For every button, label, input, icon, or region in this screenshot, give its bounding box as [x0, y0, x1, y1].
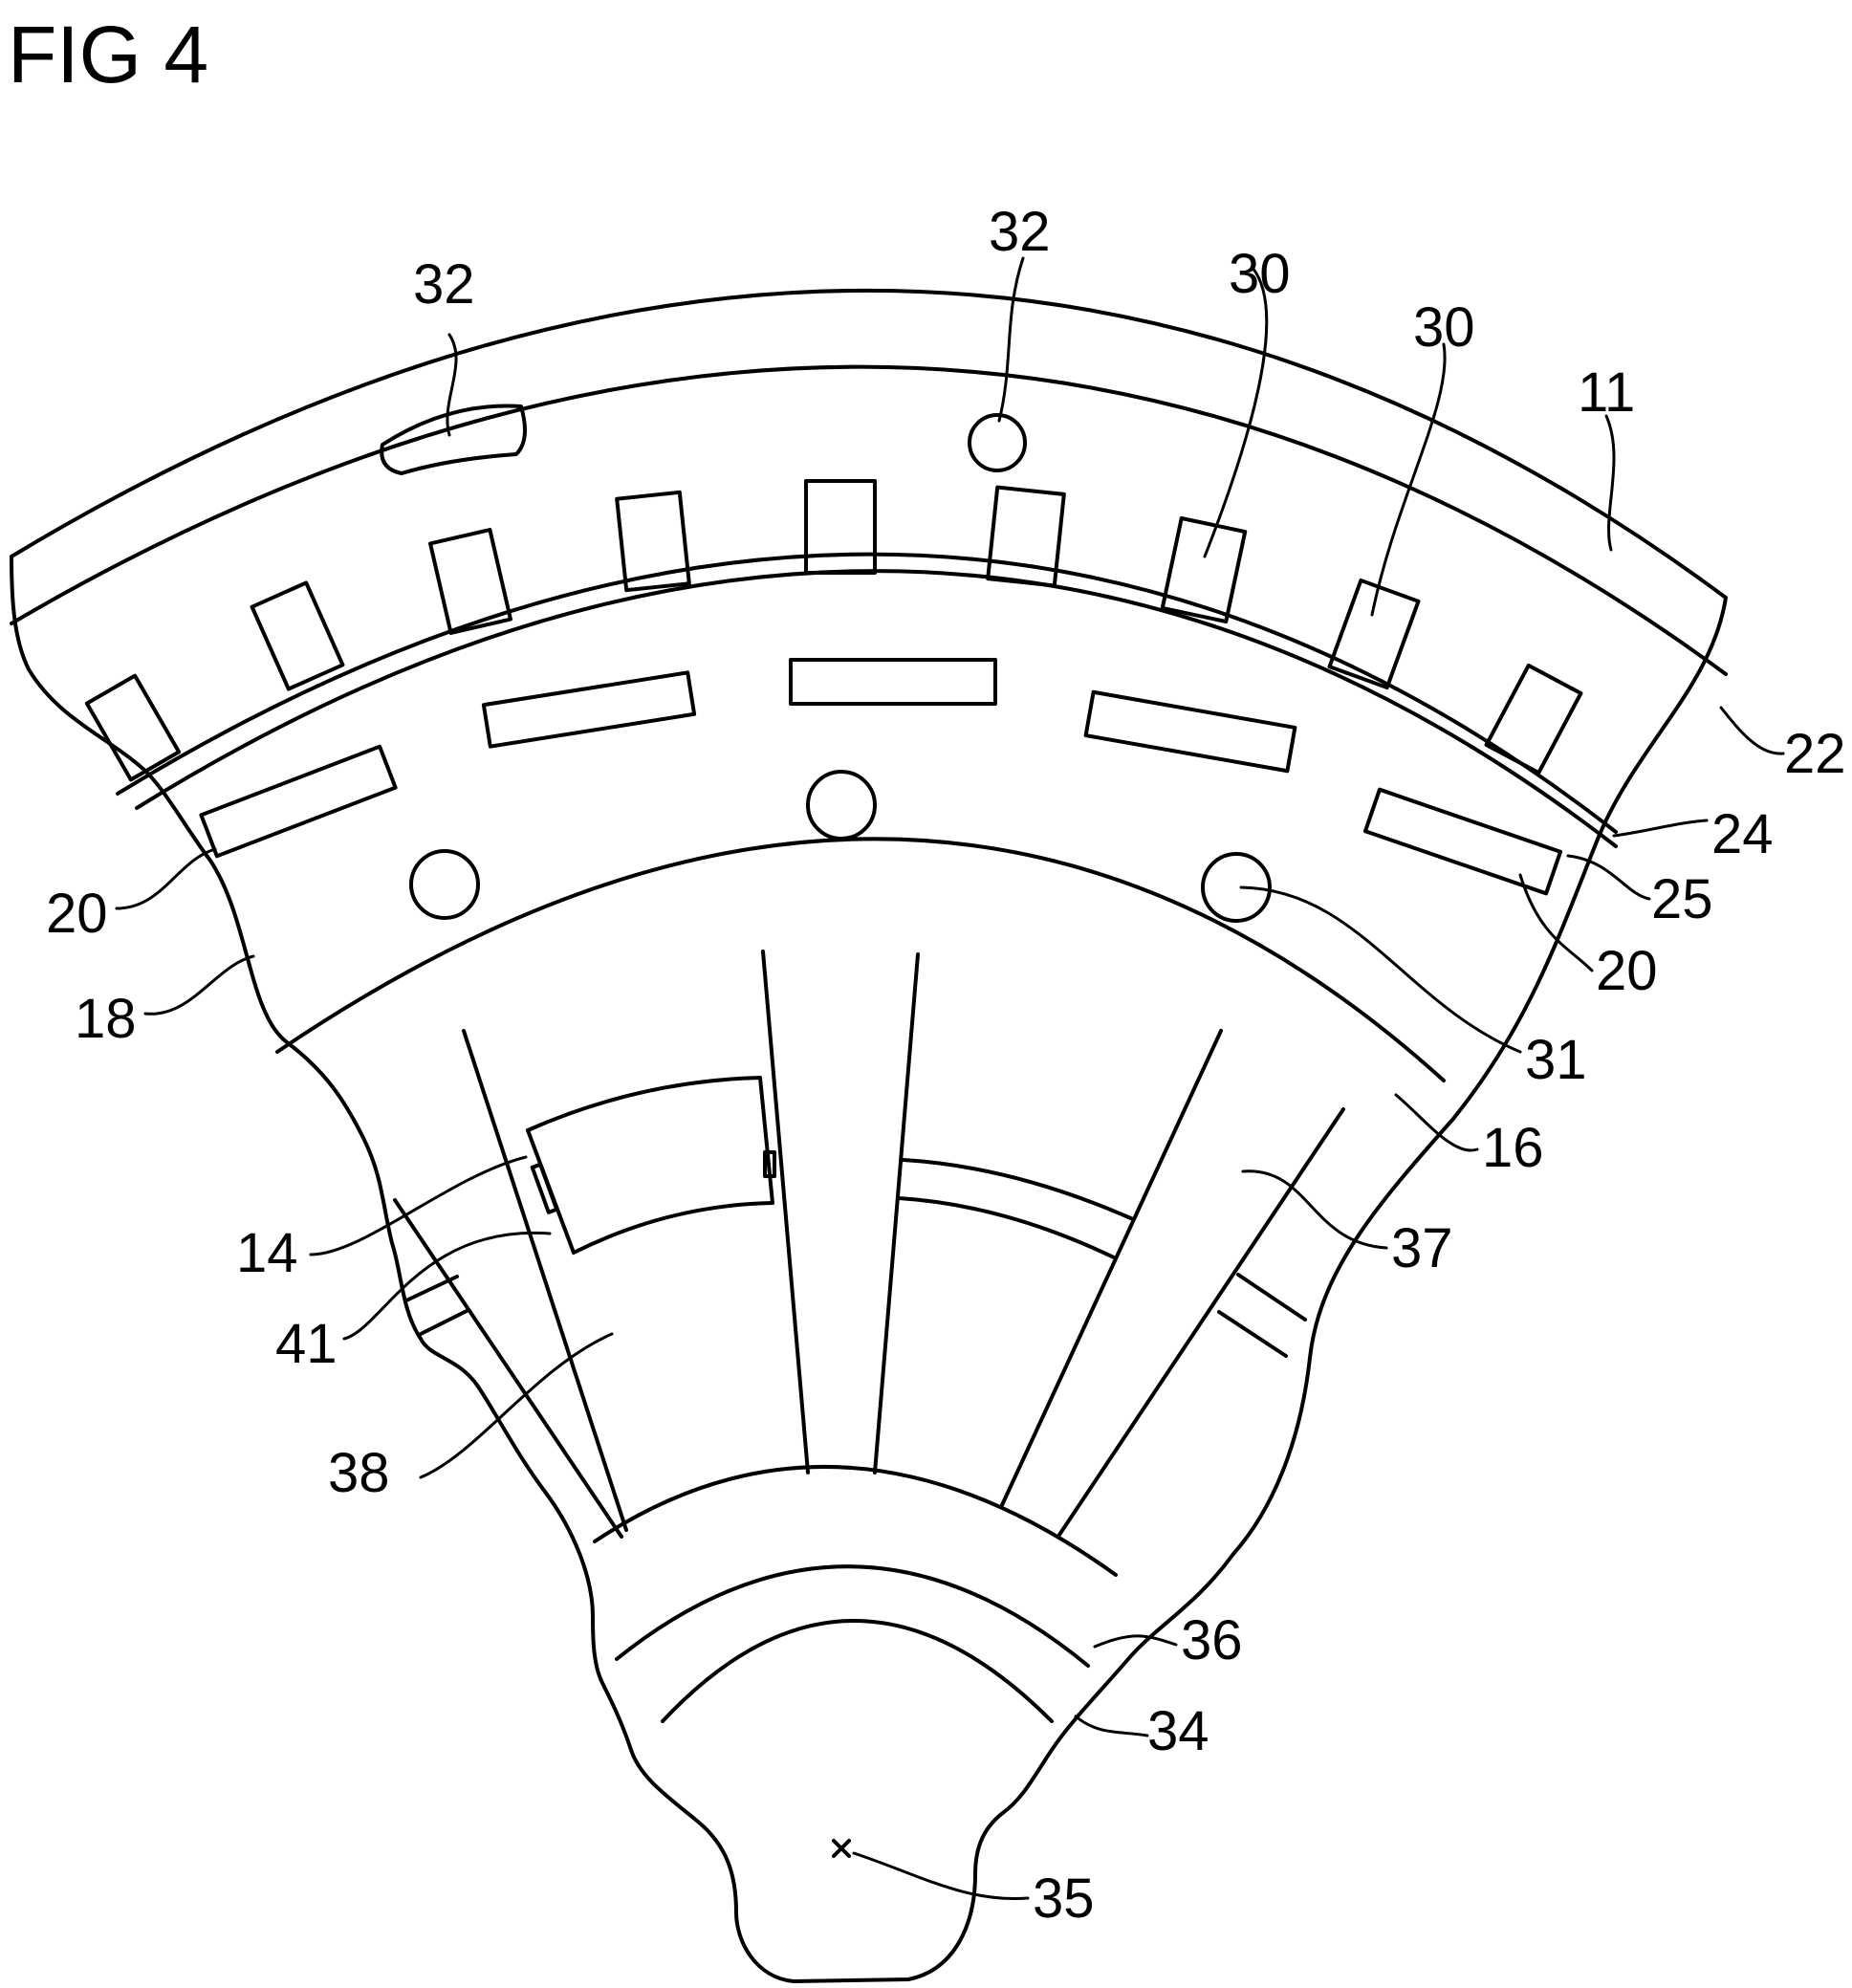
leader-32a: [447, 335, 456, 435]
magnet-slots: [201, 660, 1560, 893]
label-35: 35: [1033, 1868, 1095, 1930]
conductor-30: [806, 481, 875, 573]
label-37: 37: [1391, 1217, 1453, 1279]
rib-left-1: [406, 1277, 457, 1300]
leader-34: [1076, 1716, 1147, 1736]
label-18: 18: [75, 988, 137, 1050]
leader-38: [421, 1334, 612, 1477]
element-41: [533, 1165, 557, 1212]
cooling-channel-32-slot: [381, 406, 525, 474]
label-32-round: 32: [989, 201, 1051, 263]
rib-right-1: [1238, 1275, 1305, 1320]
leader-11: [1606, 416, 1614, 550]
leader-30a: [1205, 268, 1267, 557]
label-11: 11: [1578, 361, 1635, 424]
magnet-slot-20: [791, 660, 995, 704]
leader-20a: [117, 849, 215, 908]
conductor-30: [252, 582, 343, 688]
hub-arc-36: [617, 1566, 1088, 1666]
leader-18: [145, 956, 253, 1014]
rib-right-2: [1219, 1312, 1286, 1356]
arc-14-lower: [574, 1203, 773, 1253]
winding-conductors: [87, 481, 1581, 779]
leader-35: [854, 1853, 1028, 1899]
label-32-slot: 32: [413, 253, 475, 316]
label-30-second: 30: [1413, 296, 1475, 359]
conductor-30: [1330, 580, 1419, 688]
figure-title: FIG 4: [8, 10, 208, 99]
spokes: [395, 951, 1343, 1537]
leader-25: [1568, 856, 1649, 899]
sector-outline: [11, 291, 1726, 1981]
leader-30b: [1372, 344, 1445, 615]
label-34: 34: [1147, 1700, 1209, 1762]
hub-arc-outer: [595, 1467, 1116, 1575]
pocket-arc-upper: [904, 1160, 1133, 1219]
ring-arc-24: [118, 555, 1616, 832]
leader-14: [311, 1157, 526, 1255]
label-25: 25: [1651, 868, 1713, 930]
leader-36: [1095, 1636, 1176, 1647]
magnet-slot-20: [484, 672, 694, 746]
segment-14: [528, 1078, 773, 1203]
cooling-channel-32-round: [970, 415, 1025, 470]
leader-32b: [999, 258, 1023, 421]
pocket-arc-lower: [899, 1198, 1114, 1257]
conductor-30: [430, 530, 511, 633]
leader-24: [1614, 820, 1707, 836]
leader-37: [1243, 1171, 1386, 1248]
hub-arc-34: [663, 1621, 1052, 1721]
label-38: 38: [328, 1442, 390, 1504]
label-30-first: 30: [1229, 243, 1291, 305]
label-41: 41: [275, 1313, 338, 1375]
label-20-right: 20: [1596, 940, 1658, 1002]
magnet-slot-20: [201, 747, 395, 857]
leader-22: [1721, 708, 1783, 754]
magnet-slot-20: [1086, 692, 1296, 771]
rib-left-2: [421, 1310, 468, 1334]
label-22: 22: [1784, 723, 1846, 785]
label-36: 36: [1181, 1609, 1243, 1671]
axis-mark-35: [834, 1841, 849, 1856]
label-31: 31: [1525, 1029, 1587, 1091]
label-14: 14: [236, 1222, 298, 1284]
bore-31: [411, 851, 478, 918]
conductor-30: [1487, 666, 1581, 773]
magnet-slot-20: [1365, 790, 1560, 894]
label-20-left: 20: [46, 883, 108, 945]
label-24: 24: [1711, 803, 1774, 865]
label-16: 16: [1482, 1117, 1544, 1179]
ring-inner-arc-11: [11, 367, 1726, 674]
bore-31: [808, 772, 875, 839]
